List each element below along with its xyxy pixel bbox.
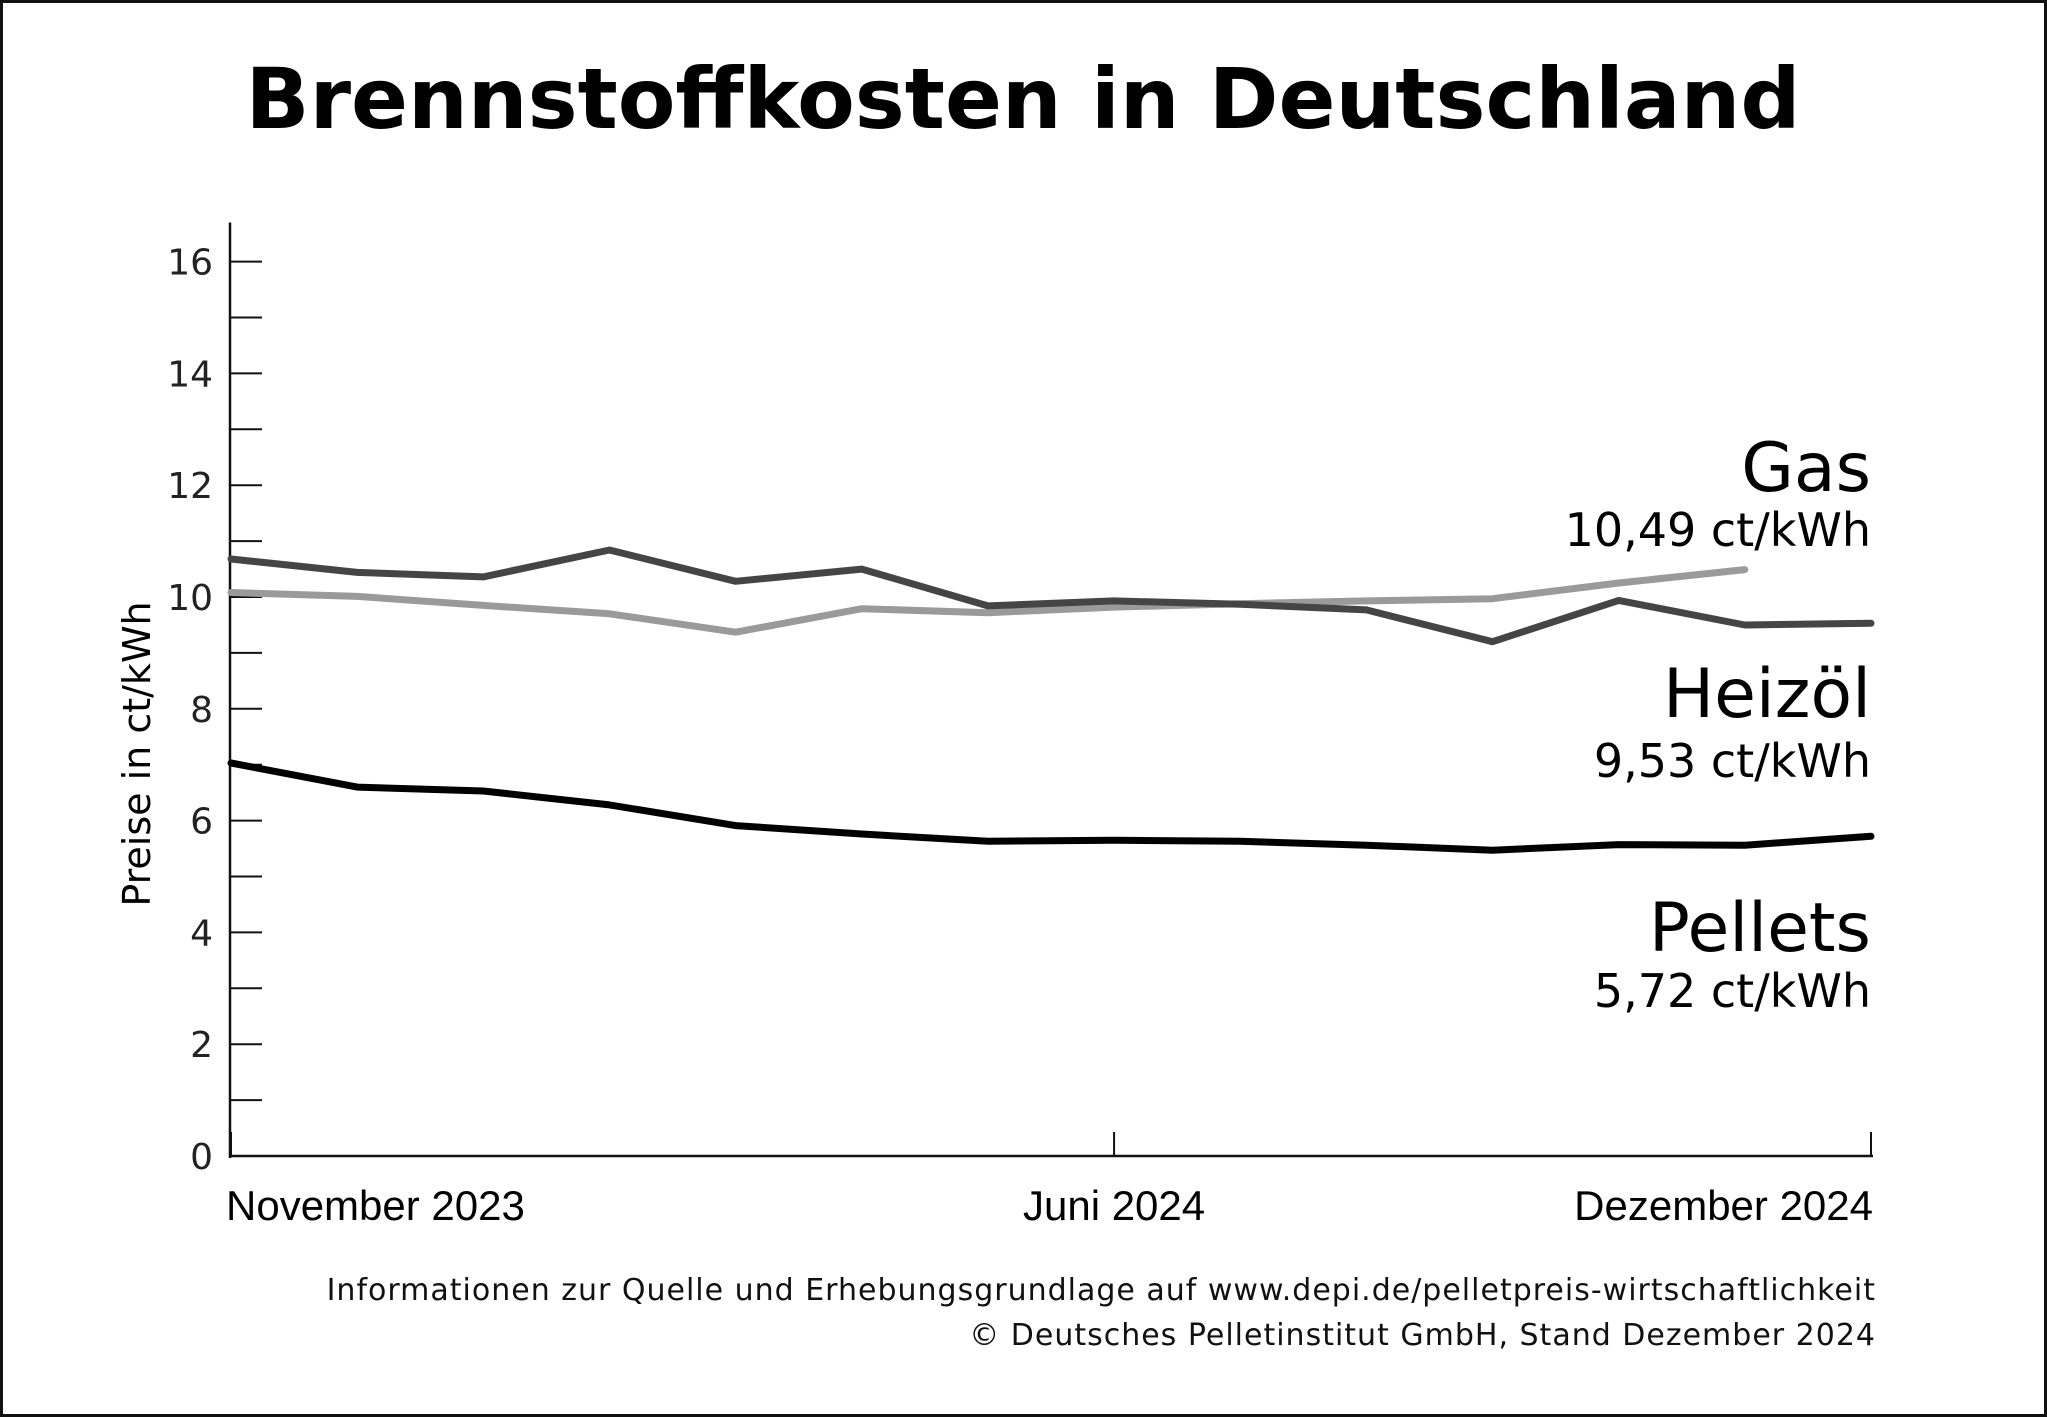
footer-copyright: © Deutsches Pelletinstitut GmbH, Stand D…: [969, 1318, 1876, 1353]
series-value-heizoel: 9,53 ct/kWh: [1594, 734, 1871, 788]
y-tick-label: 8: [190, 690, 213, 731]
series-lines: [227, 546, 1875, 854]
x-tick-label: Juni 2024: [1023, 1182, 1205, 1229]
y-tick-label: 16: [167, 243, 213, 284]
y-tick-label: 4: [190, 913, 213, 954]
series-value-gas: 10,49 ct/kWh: [1565, 503, 1871, 557]
series-label-pellets: Pellets: [1649, 889, 1871, 968]
y-tick-label: 10: [167, 578, 213, 619]
series-line-gas: [227, 566, 1749, 636]
x-tick-label: November 2023: [226, 1182, 525, 1229]
y-tick-label: 12: [167, 466, 213, 507]
y-axis-label: Preise in ct/kWh: [115, 601, 159, 906]
x-axis: November 2023 Juni 2024 Dezember 2024: [226, 1132, 1873, 1229]
y-tick-label: 0: [190, 1137, 213, 1178]
x-tick-label: Dezember 2024: [1574, 1182, 1873, 1229]
y-axis: 0 2 4 6 8 10 12 14 16: [167, 222, 262, 1178]
series-line-pellets: [227, 759, 1875, 854]
chart-title: Brennstoffkosten in Deutschland: [246, 50, 1801, 148]
y-tick-label: 6: [190, 802, 213, 843]
series-value-pellets: 5,72 ct/kWh: [1594, 964, 1871, 1018]
footer-source-note: Informationen zur Quelle und Erhebungsgr…: [327, 1273, 1876, 1308]
series-label-gas: Gas: [1741, 429, 1871, 508]
y-tick-label: 2: [190, 1025, 213, 1066]
series-line-heizoel: [227, 546, 1875, 646]
line-chart: Brennstoffkosten in Deutschland 0 2 4 6 8 10 1…: [115, 50, 1876, 1353]
series-label-heizoel: Heizöl: [1663, 655, 1871, 734]
y-tick-label: 14: [167, 354, 213, 395]
